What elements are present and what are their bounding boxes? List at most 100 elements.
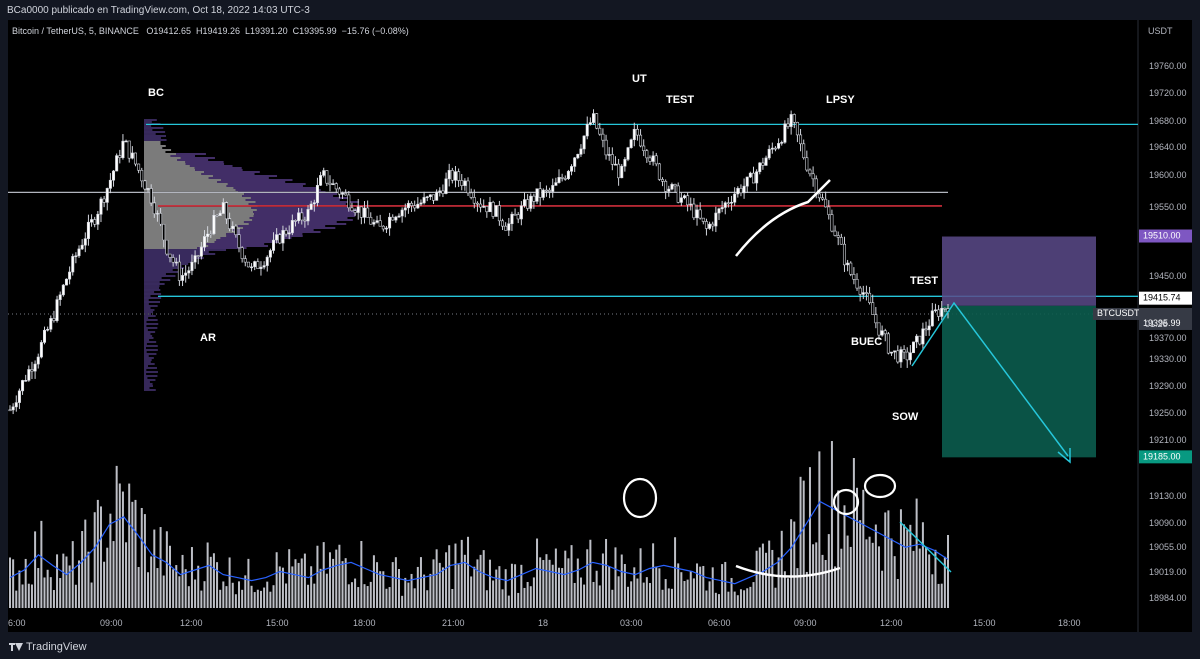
volume-bar bbox=[291, 566, 294, 608]
candle-body bbox=[428, 194, 432, 197]
volume-bar bbox=[332, 558, 335, 608]
candle-body bbox=[184, 272, 188, 276]
candle-body bbox=[237, 234, 241, 248]
y-tick-label: 19330.00 bbox=[1149, 354, 1187, 364]
candle-body bbox=[911, 341, 915, 354]
candle-body bbox=[773, 147, 777, 150]
volume-bar bbox=[714, 592, 717, 608]
candle-body bbox=[595, 113, 599, 129]
volume-bar bbox=[824, 560, 827, 608]
chart-area[interactable]: USDT 19760.00 19720.00 19680.00 19640.00 1960… bbox=[8, 20, 1192, 632]
volume-bar bbox=[611, 589, 614, 608]
ticker-price-label: 19395.99 bbox=[1143, 318, 1181, 328]
candle-body bbox=[64, 278, 68, 286]
volume-bar bbox=[743, 590, 746, 608]
candle-body bbox=[507, 223, 511, 231]
volume-bar bbox=[796, 568, 799, 608]
volume-bar bbox=[350, 582, 353, 608]
candle-body bbox=[504, 225, 508, 231]
y-tick-label: 19290.00 bbox=[1149, 381, 1187, 391]
volume-bar bbox=[238, 581, 241, 608]
volume-bar bbox=[398, 569, 401, 608]
candle-body bbox=[817, 193, 821, 199]
volume-bar bbox=[724, 561, 727, 608]
volume-bar bbox=[636, 578, 639, 608]
candle-body bbox=[181, 275, 185, 281]
volume-bar bbox=[250, 585, 253, 608]
candle-body bbox=[824, 198, 828, 208]
candle-body bbox=[607, 154, 611, 156]
candle-body bbox=[8, 409, 12, 412]
candle-body bbox=[259, 266, 263, 269]
volume-bar bbox=[194, 579, 197, 608]
candle-body bbox=[372, 222, 376, 225]
candle-body bbox=[272, 239, 276, 251]
y-tick-label: 19250.00 bbox=[1149, 408, 1187, 418]
volume-bar bbox=[711, 567, 714, 608]
volume-bar bbox=[143, 514, 146, 608]
volume-bar bbox=[586, 549, 589, 608]
volume-bar bbox=[322, 542, 325, 608]
candle-body bbox=[673, 184, 677, 187]
candle-body bbox=[686, 195, 690, 206]
x-tick-label: 15:00 bbox=[266, 618, 289, 628]
candle-body bbox=[457, 171, 461, 181]
candle-body bbox=[262, 265, 266, 268]
candle-body bbox=[635, 128, 639, 136]
y-tick-label: 19019.00 bbox=[1149, 567, 1187, 577]
volume-bar bbox=[432, 559, 435, 608]
volume-bar bbox=[125, 542, 128, 608]
volume-bar bbox=[341, 561, 344, 608]
candle-body bbox=[203, 236, 207, 248]
volume-bar bbox=[209, 556, 212, 608]
volume-bar bbox=[423, 574, 426, 608]
candle-body bbox=[739, 188, 743, 194]
volume-bar bbox=[357, 587, 360, 608]
volume-bar bbox=[81, 531, 84, 608]
candle-body bbox=[868, 292, 872, 303]
candle-body bbox=[381, 225, 385, 230]
candle-body bbox=[802, 143, 806, 159]
candle-body bbox=[864, 292, 868, 294]
volume-circle bbox=[863, 473, 897, 499]
volume-bar bbox=[931, 574, 934, 608]
volume-bar bbox=[385, 588, 388, 608]
candle-body bbox=[748, 172, 752, 178]
volume-bar bbox=[206, 542, 209, 608]
wyckoff-label: TEST bbox=[666, 94, 694, 106]
candle-body bbox=[667, 188, 671, 192]
candle-body bbox=[86, 221, 90, 239]
candle-body bbox=[902, 349, 906, 353]
volume-bar bbox=[165, 531, 168, 608]
candle-body bbox=[90, 219, 94, 223]
volume-bar bbox=[78, 560, 81, 608]
candle-body bbox=[475, 202, 479, 205]
candle-body bbox=[472, 197, 476, 204]
candle-body bbox=[692, 203, 696, 219]
volume-bar bbox=[918, 548, 921, 608]
current-price-label: 19415.74 bbox=[1143, 293, 1181, 303]
volume-bar bbox=[74, 584, 77, 608]
candle-body bbox=[425, 196, 429, 198]
volume-bar bbox=[808, 467, 811, 608]
volume-bar bbox=[783, 571, 786, 608]
candle-body bbox=[300, 212, 304, 221]
volume-bar bbox=[147, 572, 150, 608]
volume-bar bbox=[896, 579, 899, 608]
candle-body bbox=[821, 197, 825, 200]
tradingview-logo[interactable]: TradingView bbox=[9, 641, 87, 653]
volume-bar bbox=[576, 558, 579, 608]
candle-body bbox=[896, 350, 900, 363]
candle-body bbox=[290, 220, 294, 234]
volume-bar bbox=[288, 549, 291, 608]
candle-body bbox=[253, 261, 257, 268]
volume-bar bbox=[680, 572, 683, 608]
candle-body bbox=[573, 157, 577, 167]
candlestick-chart[interactable]: USDT 19760.00 19720.00 19680.00 19640.00 1960… bbox=[8, 20, 1192, 632]
volume-bar bbox=[708, 581, 711, 608]
candle-body bbox=[767, 148, 771, 159]
candle-body bbox=[187, 270, 191, 274]
volume-circle bbox=[832, 488, 860, 516]
volume-bar bbox=[529, 586, 532, 608]
candle-body bbox=[510, 213, 514, 225]
